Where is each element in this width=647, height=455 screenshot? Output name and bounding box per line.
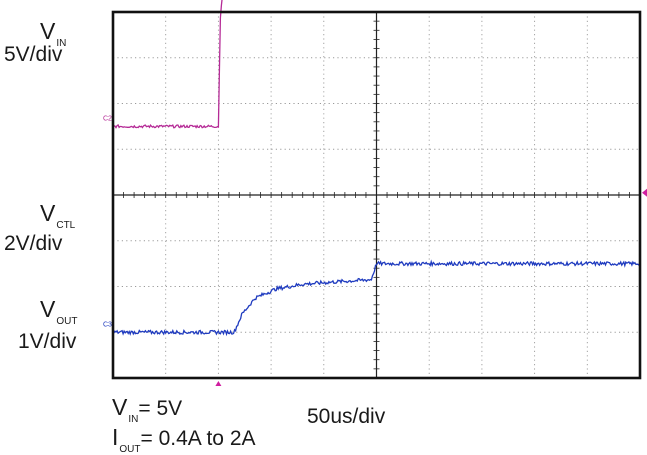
channel-marker-c3: C3 <box>103 321 112 328</box>
scope-frame <box>111 10 642 380</box>
vout-scale: 1V/div <box>18 330 77 353</box>
scope-traces: C1C2C3 <box>103 0 641 337</box>
condition-iout-value: = 0.4A to 2A <box>140 427 256 450</box>
condition-iout: IOUT= 0.4A to 2A <box>112 424 256 455</box>
vout-label: VOUT <box>40 296 78 327</box>
trace-c2 <box>112 0 223 129</box>
scope-markers <box>215 188 647 386</box>
vctl-scale: 2V/div <box>4 232 63 255</box>
scope-grid <box>112 11 641 379</box>
time-scale-label: 50us/div <box>307 405 386 428</box>
condition-vin-value: = 5V <box>138 397 183 420</box>
trace-c3 <box>112 259 641 337</box>
trigger-marker <box>215 381 222 386</box>
condition-vin: VIN= 5V <box>112 394 183 425</box>
channel-marker-c2: C2 <box>103 115 112 122</box>
vin-scale: 5V/div <box>4 43 63 66</box>
level-marker <box>642 188 647 197</box>
vctl-label: VCTL <box>40 200 76 231</box>
vin-label: VIN <box>40 18 67 49</box>
